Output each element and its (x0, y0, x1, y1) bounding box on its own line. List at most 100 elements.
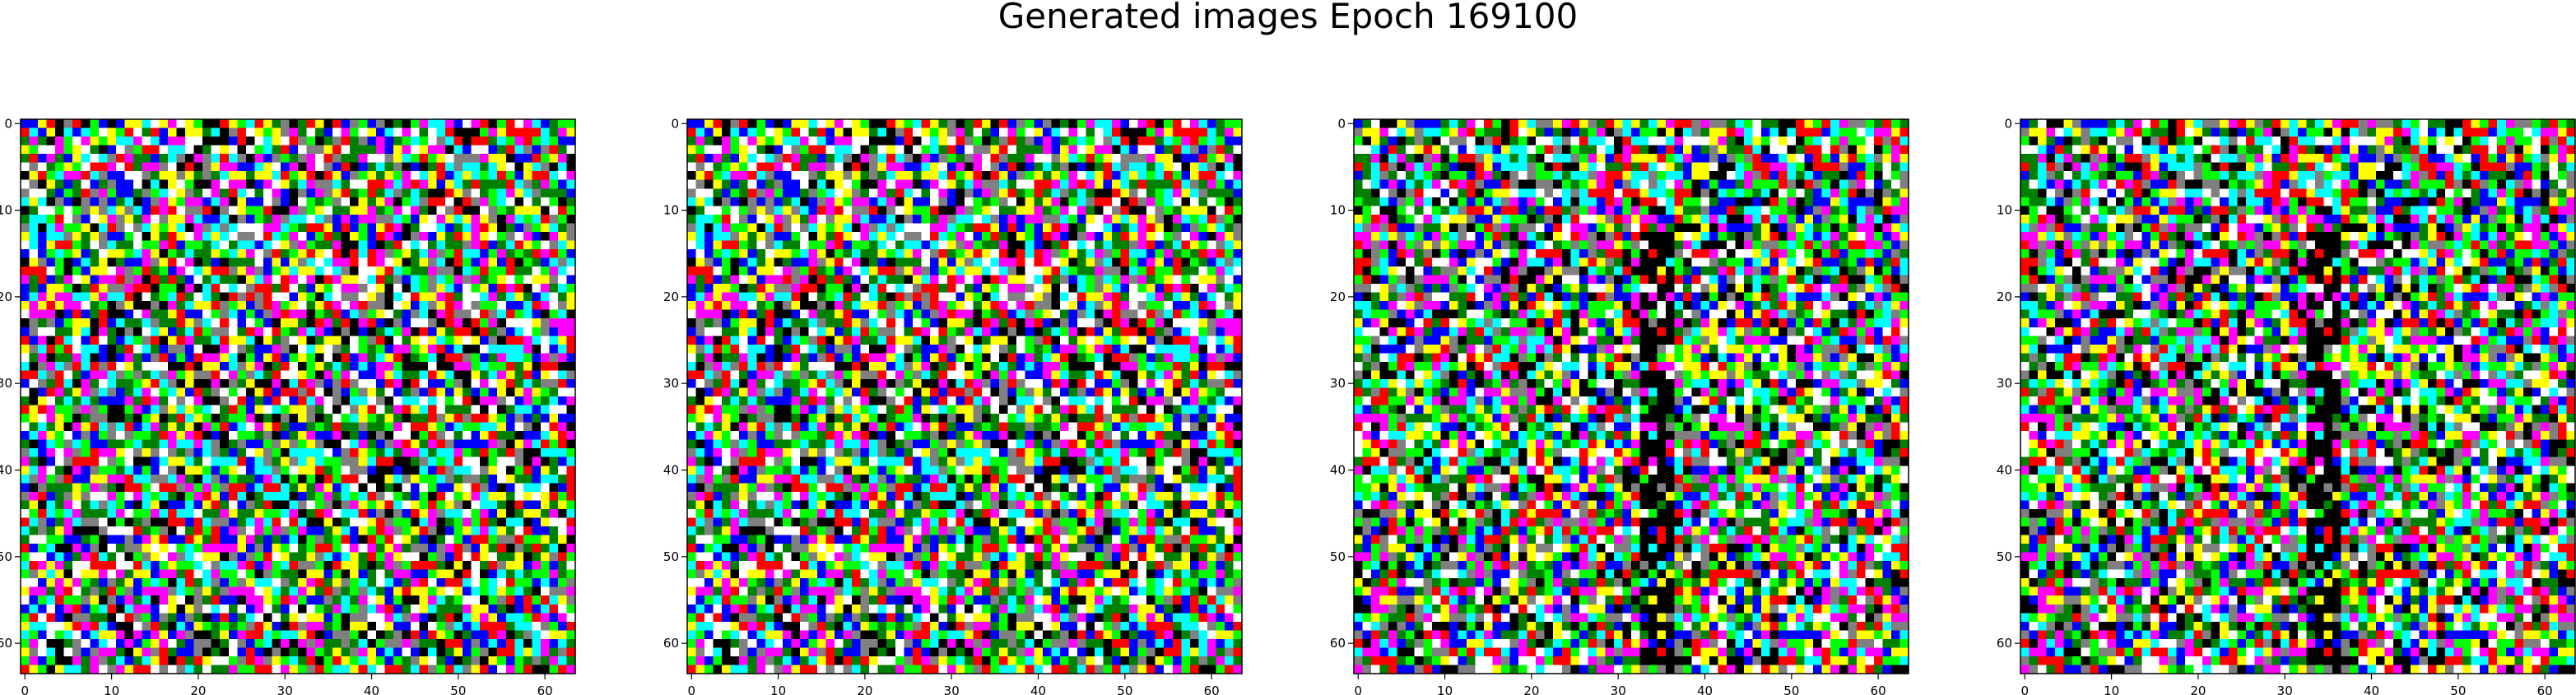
pixel (176, 500, 186, 510)
pixel (263, 621, 272, 631)
pixel (176, 396, 186, 405)
pixel (185, 257, 195, 267)
pixel (150, 387, 160, 397)
pixel (298, 292, 307, 302)
pixel (384, 621, 394, 631)
pixel (549, 665, 559, 674)
pixel (142, 327, 151, 336)
pixel (912, 162, 922, 172)
pixel (1034, 119, 1044, 128)
pixel (254, 456, 264, 466)
pixel (367, 439, 377, 449)
pixel (557, 248, 567, 258)
pixel (505, 127, 515, 137)
pixel (419, 387, 429, 397)
pixel (21, 206, 30, 215)
pixel (254, 327, 264, 336)
pixel (549, 448, 559, 458)
pixel (341, 604, 351, 614)
pixel (532, 162, 542, 172)
pixel (835, 162, 844, 172)
pixel (929, 127, 939, 137)
pixel (220, 223, 230, 233)
pixel (193, 638, 203, 648)
pixel (142, 405, 151, 415)
pixel (124, 240, 134, 250)
pixel (133, 275, 142, 285)
pixel (566, 491, 576, 501)
pixel (419, 119, 429, 128)
pixel (393, 439, 402, 449)
pixel (29, 353, 39, 363)
pixel (115, 621, 125, 631)
pixel (965, 154, 974, 164)
pixel (384, 378, 394, 388)
pixel (193, 162, 203, 172)
pixel (202, 154, 212, 164)
pixel (159, 656, 169, 665)
pixel (1112, 137, 1121, 146)
pixel (315, 197, 324, 206)
pixel (168, 214, 177, 224)
pixel (445, 647, 454, 657)
pixel (168, 361, 177, 371)
pixel (402, 336, 412, 345)
pixel (323, 336, 333, 345)
pixel (254, 119, 264, 128)
pixel (55, 414, 65, 423)
pixel (272, 231, 281, 241)
pixel (367, 145, 377, 155)
pixel (46, 621, 56, 631)
pixel (384, 526, 394, 535)
pixel (133, 586, 142, 596)
pixel (375, 483, 385, 493)
pixel (115, 344, 125, 354)
pixel (463, 301, 472, 311)
pixel (306, 466, 316, 475)
pixel (133, 336, 142, 345)
pixel (419, 613, 429, 623)
pixel (150, 127, 160, 137)
pixel (211, 292, 221, 302)
pixel (427, 578, 437, 588)
pixel (202, 578, 212, 588)
pixel (21, 119, 30, 128)
pixel (453, 405, 463, 415)
pixel (990, 171, 1000, 181)
pixel (341, 370, 351, 380)
pixel (90, 500, 100, 510)
pixel (142, 266, 151, 276)
pixel (393, 309, 402, 319)
pixel (488, 500, 498, 510)
pixel (358, 275, 368, 285)
pixel (549, 526, 559, 535)
pixel (245, 656, 255, 665)
pixel (63, 223, 73, 233)
pixel (81, 318, 91, 328)
pixel (816, 127, 826, 137)
pixel (315, 552, 324, 562)
pixel (237, 275, 247, 285)
pixel (280, 535, 290, 544)
pixel (453, 595, 463, 605)
pixel (350, 483, 360, 493)
pixel (133, 621, 142, 631)
pixel (228, 353, 238, 363)
pixel (730, 137, 740, 146)
pixel (505, 552, 515, 562)
pixel (306, 197, 316, 206)
pixel (1233, 179, 1243, 189)
pixel (193, 127, 203, 137)
pixel (185, 127, 195, 137)
pixel (505, 422, 515, 432)
pixel (375, 361, 385, 371)
pixel (557, 578, 567, 588)
pixel (799, 154, 809, 164)
pixel (514, 214, 524, 224)
pixel (1224, 154, 1234, 164)
pixel (315, 275, 324, 285)
pixel (532, 439, 542, 449)
pixel (540, 179, 550, 189)
pixel (38, 188, 47, 198)
pixel (237, 561, 247, 571)
